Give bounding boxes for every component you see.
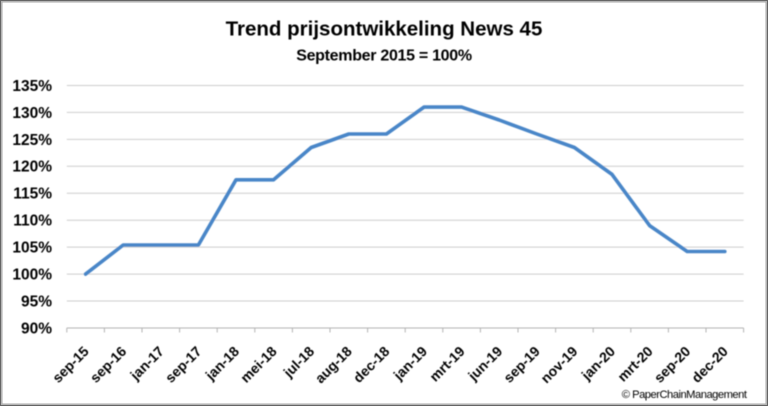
svg-text:135%: 135% [12,78,52,95]
svg-text:120%: 120% [12,159,52,176]
svg-text:130%: 130% [12,105,52,122]
svg-text:125%: 125% [12,132,52,149]
svg-text:105%: 105% [12,240,52,257]
svg-text:115%: 115% [13,186,52,203]
svg-text:September 2015 = 100%: September 2015 = 100% [296,47,472,64]
svg-text:90%: 90% [21,320,52,337]
svg-text:95%: 95% [21,293,52,310]
svg-text:© PaperChainManagement: © PaperChainManagement [622,389,748,401]
svg-text:Trend prijsontwikkeling News 4: Trend prijsontwikkeling News 45 [226,18,543,41]
svg-text:110%: 110% [13,213,52,230]
svg-text:100%: 100% [12,267,52,284]
